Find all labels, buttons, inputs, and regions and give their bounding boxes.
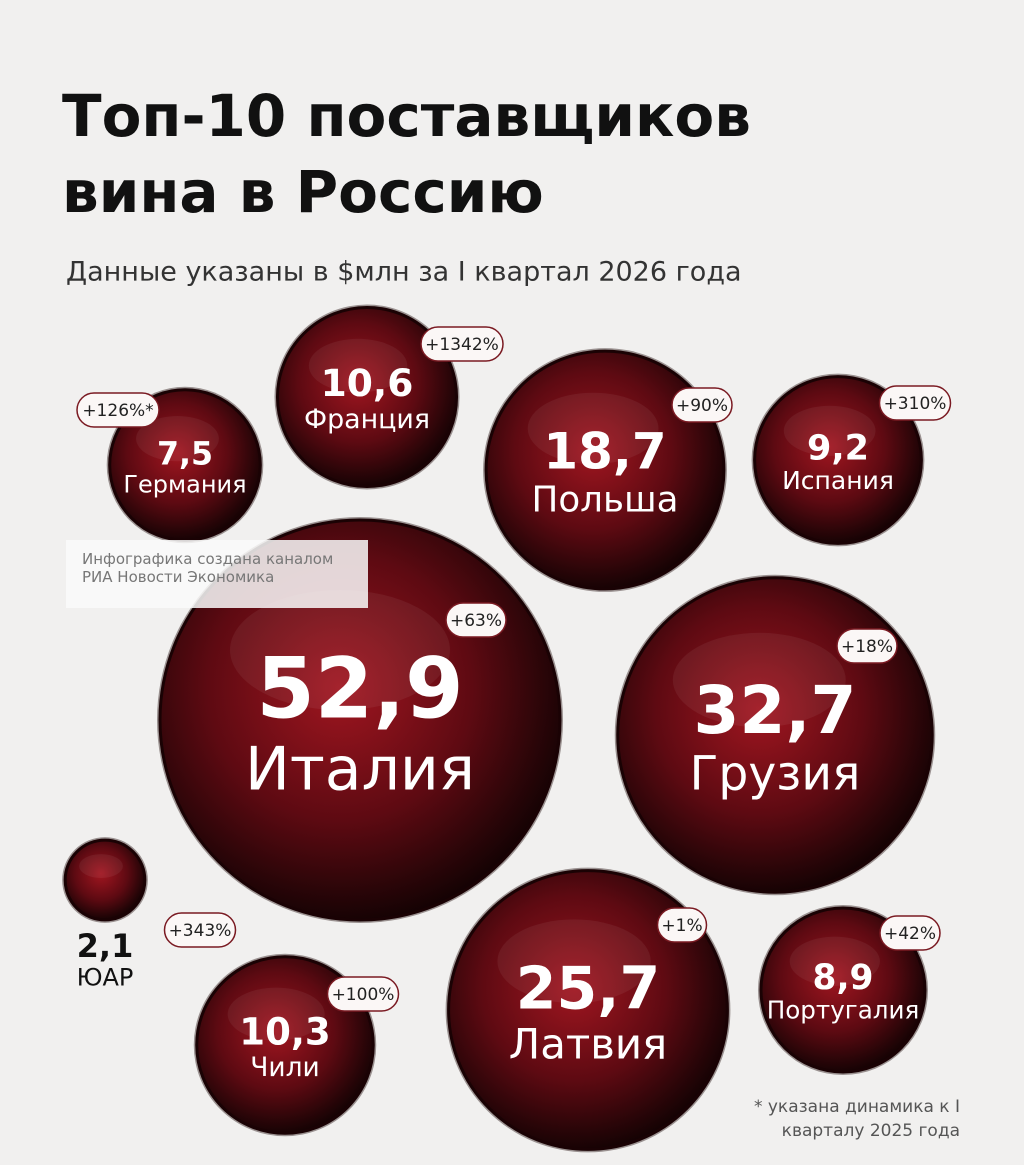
bubble-shine xyxy=(229,589,451,710)
change-label: +1% xyxy=(661,916,702,936)
change-pill xyxy=(420,326,504,362)
category-label: ЮАР xyxy=(77,963,134,991)
category-label: Грузия xyxy=(690,747,861,802)
value-label: 18,7 xyxy=(543,423,666,481)
change-label: +42% xyxy=(884,924,936,944)
bubble xyxy=(447,869,729,1151)
bubble-shine xyxy=(308,338,408,393)
change-pill xyxy=(671,387,733,423)
change-pill xyxy=(163,912,237,948)
bubble xyxy=(759,906,927,1074)
category-label: Португалия xyxy=(767,996,920,1025)
chart-title: Топ-10 поставщиков вина в Россию xyxy=(62,82,751,226)
change-pill xyxy=(836,628,898,664)
bubble-shine xyxy=(497,919,651,1004)
category-label: Польша xyxy=(532,479,679,520)
value-label: 9,2 xyxy=(807,427,869,468)
category-label: Германия xyxy=(123,471,246,499)
value-label: 32,7 xyxy=(694,672,857,749)
change-pill xyxy=(879,915,941,951)
bubble xyxy=(484,349,726,591)
watermark: Инфографика создана каналом РИА Новости … xyxy=(66,540,368,608)
value-label: 8,9 xyxy=(812,958,873,998)
bubble-shine xyxy=(789,936,880,986)
change-label: +63% xyxy=(450,611,502,631)
value-label: 10,3 xyxy=(239,1010,330,1053)
bubble-shine xyxy=(527,392,659,465)
footnote-box: * указана динамика к I кварталу 2025 год… xyxy=(753,1097,960,1141)
bubble xyxy=(753,375,923,545)
category-label: Франция xyxy=(304,404,430,435)
bubble-shine xyxy=(136,416,219,462)
change-pill xyxy=(76,392,160,428)
category-label: Италия xyxy=(245,734,475,804)
category-label: Чили xyxy=(250,1052,319,1083)
footnote: * указана динамика к I кварталу 2025 год… xyxy=(753,1097,960,1141)
bubble-shine xyxy=(79,854,123,879)
category-label: Испания xyxy=(782,466,894,495)
title-box: Топ-10 поставщиков вина в Россию xyxy=(62,82,751,226)
change-pill xyxy=(445,602,507,638)
bubble-shine xyxy=(783,405,876,456)
category-label: Латвия xyxy=(509,1019,667,1068)
change-pill xyxy=(326,976,400,1012)
value-label: 7,5 xyxy=(157,437,213,473)
value-label: 2,1 xyxy=(77,927,134,965)
watermark-box: Инфографика создана каналом РИА Новости … xyxy=(66,540,368,608)
subtitle: Данные указаны в $млн за I квартал 2026 … xyxy=(66,257,742,288)
value-label: 25,7 xyxy=(516,955,660,1023)
change-label: +100% xyxy=(332,985,395,1005)
change-label: +343% xyxy=(169,921,232,941)
change-pill xyxy=(656,907,708,943)
bubble xyxy=(63,838,147,922)
change-pill xyxy=(878,385,952,421)
change-label: +310% xyxy=(884,394,947,414)
value-label: 10,6 xyxy=(321,361,414,405)
bubble-shine xyxy=(227,987,325,1041)
change-label: +126%* xyxy=(82,401,153,421)
bubble-shine xyxy=(672,632,846,728)
change-label: +90% xyxy=(676,396,728,416)
bubble xyxy=(275,305,459,489)
change-label: +18% xyxy=(841,637,893,657)
value-label: 52,9 xyxy=(256,640,463,738)
change-label: +1342% xyxy=(425,335,499,355)
